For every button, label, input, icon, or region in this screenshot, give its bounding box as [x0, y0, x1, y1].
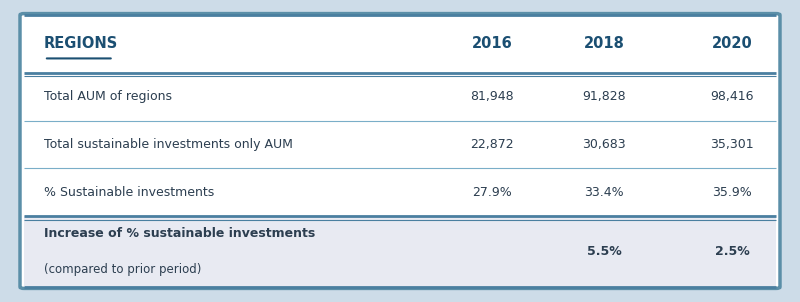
Text: 2020: 2020 [712, 37, 752, 51]
Text: Increase of % sustainable investments: Increase of % sustainable investments [44, 226, 315, 239]
Text: 81,948: 81,948 [470, 90, 514, 103]
Text: 33.4%: 33.4% [584, 186, 624, 199]
Text: 2016: 2016 [472, 37, 512, 51]
Text: REGIONS: REGIONS [44, 37, 118, 51]
Text: 30,683: 30,683 [582, 138, 626, 151]
Text: 91,828: 91,828 [582, 90, 626, 103]
Text: 5.5%: 5.5% [586, 245, 622, 258]
Text: Total AUM of regions: Total AUM of regions [44, 90, 172, 103]
Text: 2.5%: 2.5% [714, 245, 750, 258]
Text: 22,872: 22,872 [470, 138, 514, 151]
Text: 98,416: 98,416 [710, 90, 754, 103]
FancyBboxPatch shape [20, 14, 780, 288]
Text: % Sustainable investments: % Sustainable investments [44, 186, 214, 199]
Bar [24, 216, 776, 287]
Text: 35.9%: 35.9% [712, 186, 752, 199]
Text: 2018: 2018 [583, 37, 625, 51]
Text: Total sustainable investments only AUM: Total sustainable investments only AUM [44, 138, 293, 151]
Text: (compared to prior period): (compared to prior period) [44, 263, 202, 276]
Text: 27.9%: 27.9% [472, 186, 512, 199]
Text: 35,301: 35,301 [710, 138, 754, 151]
